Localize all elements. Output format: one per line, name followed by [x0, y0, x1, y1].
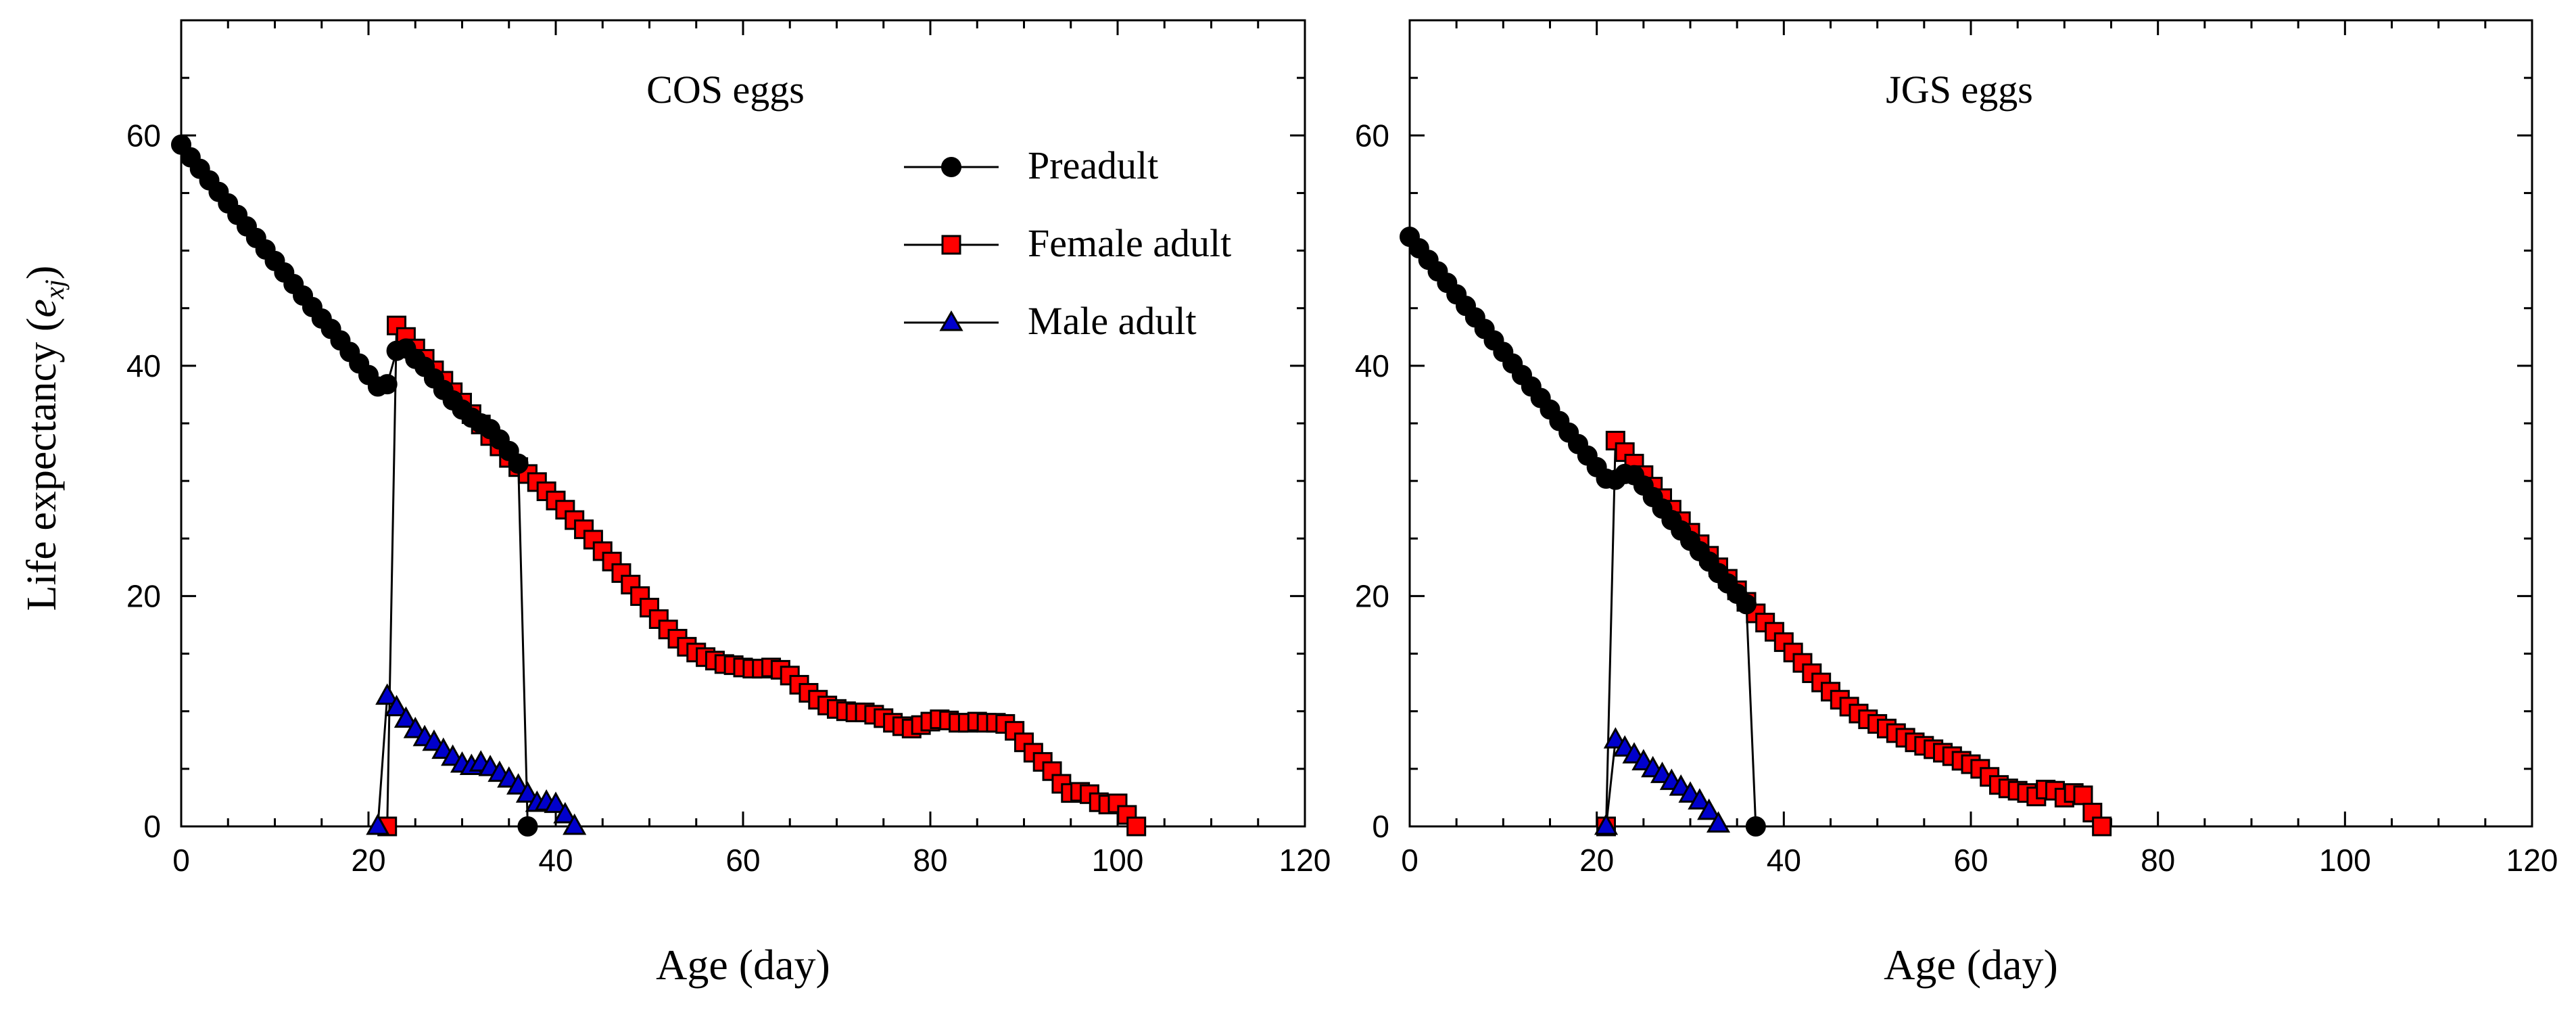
series-male-adult [1594, 727, 1731, 835]
x-tick-label: 80 [2141, 843, 2175, 878]
legend-item-preadult: Preadult [904, 143, 1158, 187]
x-axis-label: Age (day) [1884, 941, 2058, 989]
data-point-female-adult [1126, 816, 1147, 837]
x-tick-label: 0 [172, 843, 190, 878]
chart-title: COS eggs [646, 68, 805, 112]
legend-label-male-adult: Male adult [1028, 299, 1197, 343]
y-tick-label: 60 [1355, 118, 1389, 153]
legend-marker-male-adult [939, 310, 963, 331]
data-point-male-adult [366, 813, 390, 835]
legend: Preadult Female adult Male adult [904, 143, 1231, 343]
data-point-male-adult [1594, 813, 1619, 835]
data-point-male-adult [1697, 798, 1721, 820]
legend-item-male-adult: Male adult [904, 299, 1197, 343]
x-tick-label: 0 [1401, 843, 1418, 878]
y-tick-label: 0 [1372, 809, 1389, 844]
data-point-female-adult [621, 574, 641, 594]
data-point-preadult [1745, 816, 1766, 837]
y-tick-label: 0 [143, 809, 161, 844]
x-tick-label: 120 [1279, 843, 1331, 878]
y-axis-label-close: ) [19, 266, 65, 280]
series-male-adult [366, 683, 587, 835]
y-tick-label: 20 [1355, 578, 1389, 613]
x-tick-label: 100 [1092, 843, 1144, 878]
data-point-male-adult [553, 801, 577, 824]
y-tick-label: 20 [126, 578, 161, 613]
legend-item-female-adult: Female adult [904, 221, 1231, 265]
y-axis-label-symbol: e [19, 299, 65, 318]
legend-label-female-adult: Female adult [1028, 221, 1231, 265]
x-tick-label: 40 [538, 843, 573, 878]
y-axis-label: Life expectancy (exj) [19, 266, 70, 611]
data-point-male-adult [403, 716, 427, 738]
x-tick-label: 60 [1953, 843, 1988, 878]
chart-title: JGS eggs [1886, 68, 2033, 112]
x-tick-label: 60 [725, 843, 760, 878]
data-point-male-adult [544, 791, 568, 814]
data-point-preadult [377, 374, 398, 395]
x-tick-label: 100 [2319, 843, 2371, 878]
series-preadult [171, 134, 538, 837]
x-tick-label: 120 [2506, 843, 2558, 878]
legend-marker-preadult [941, 157, 961, 177]
x-tick-label: 40 [1767, 843, 1801, 878]
data-point-male-adult [375, 683, 400, 705]
y-axis-label-main: Life expectancy ( [19, 318, 65, 611]
data-point-male-adult [515, 781, 540, 803]
y-tick-label: 60 [126, 118, 161, 153]
y-axis-label-subscript: xj [39, 279, 70, 300]
series-preadult [1400, 227, 1766, 837]
data-point-male-adult [393, 706, 418, 728]
data-point-male-adult [422, 729, 446, 751]
legend-label-preadult: Preadult [1028, 143, 1158, 187]
data-point-preadult [508, 453, 529, 474]
data-point-female-adult [2092, 816, 2112, 837]
y-tick-label: 40 [126, 348, 161, 383]
data-point-preadult [1736, 594, 1757, 615]
data-point-male-adult [506, 773, 531, 795]
x-tick-label: 80 [913, 843, 947, 878]
x-tick-label: 20 [1579, 843, 1614, 878]
chart-panel-cos: 0 20 40 60 80 100 120 0 20 40 60 COS eggs Age (day) [126, 19, 1331, 989]
data-point-male-adult [385, 695, 409, 717]
y-tick-label: 40 [1355, 348, 1389, 383]
legend-marker-female-adult [941, 235, 961, 255]
x-tick-label: 20 [351, 843, 385, 878]
data-point-male-adult [1688, 788, 1712, 810]
x-axis-label: Age (day) [656, 941, 830, 989]
data-point-preadult [517, 816, 538, 837]
data-point-male-adult [563, 813, 587, 835]
chart-panel-jgs: 0 20 40 60 80 100 120 0 20 40 60 JGS eggs Age (day) [1355, 19, 2558, 989]
data-point-male-adult [1706, 811, 1731, 833]
data-point-female-adult [2073, 785, 2093, 805]
